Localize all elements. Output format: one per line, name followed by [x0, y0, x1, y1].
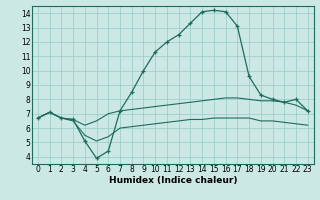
X-axis label: Humidex (Indice chaleur): Humidex (Indice chaleur): [108, 176, 237, 185]
